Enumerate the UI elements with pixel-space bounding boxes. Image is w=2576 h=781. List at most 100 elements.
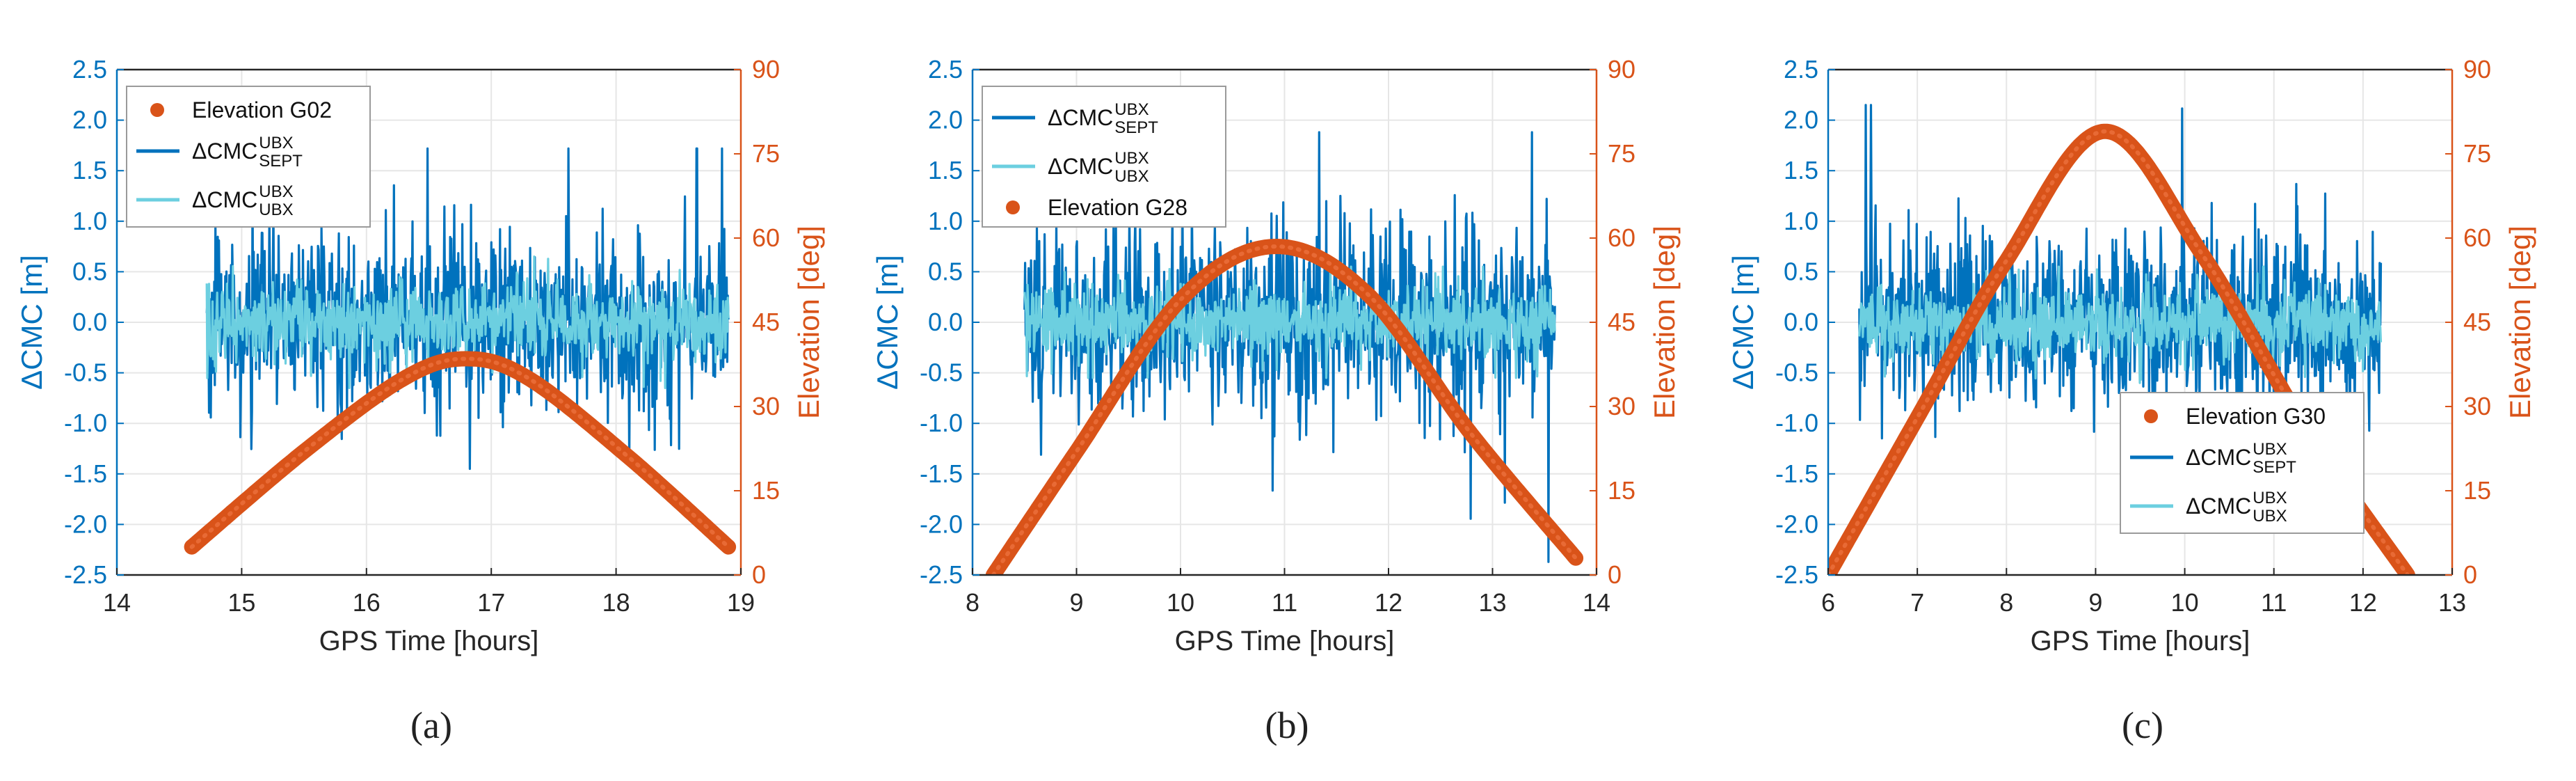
series-group [985,131,1584,575]
y-right-tick-label: 30 [752,392,780,420]
y-left-tick-label: -1.5 [64,459,107,488]
y-left-tick-label: 1.0 [72,207,107,235]
x-tick-label: 6 [1821,588,1835,617]
y-left-tick-label: 0.5 [928,257,963,285]
y-right-tick-label: 15 [752,476,780,505]
y-left-tick-label: -2.0 [64,510,107,538]
legend-label-subscript: UBX [1114,167,1149,186]
y-left-tick-label: -1.0 [1775,409,1818,437]
x-axis-label: GPS Time [hours] [1175,626,1395,656]
legend-label: ΔCMC [1048,154,1113,179]
series-elevation-dots [1828,129,2410,575]
caption-a: (a) [410,704,452,746]
y-axis-label-left: ΔCMC [m] [15,255,48,390]
y-left-tick-label: 1.0 [928,207,963,235]
panel-c: (c) 6 7 8 9 10 11 12 13 -2.5 -2.0 -1.5 -1.0 -0.5 0.0 0… [1727,55,2536,746]
x-axis-label: GPS Time [hours] [319,626,539,656]
x-tick-label: 16 [353,588,381,617]
legend-label-subscript: UBX [2253,507,2287,526]
y-right-tick-label: 15 [1608,476,1635,505]
legend-label: Elevation G02 [192,97,332,123]
y-left-tick-label: 1.5 [72,156,107,184]
y-axis-label-right: Elevation [deg] [1648,226,1681,419]
legend-label-subscript: SEPT [1114,118,1158,137]
y-left-tick-label: 0.0 [72,308,107,336]
y-right-tick-label: 30 [1608,392,1635,420]
y-axis-label-right: Elevation [deg] [792,226,825,419]
y-left-tick-label: 2.0 [1784,106,1818,134]
y-left-tick-label: -1.5 [920,459,963,488]
x-tick-label: 14 [103,588,131,617]
y-left-tick-label: -2.0 [1775,510,1818,538]
y-left-tick-label: -2.5 [64,560,107,589]
series-ubx-line [1858,265,2383,384]
series-sept-line [1023,131,1556,563]
y-left-tick-label: -0.5 [64,358,107,387]
x-tick-label: 13 [1478,588,1506,617]
y-right-tick-label: 75 [752,139,780,168]
y-left-tick-label: 0.0 [928,308,963,336]
y-left-tick-label: 0.5 [72,257,107,285]
y-right-tick-label: 15 [2463,476,2491,505]
legend-label: ΔCMC [192,187,257,212]
x-tick-label: 9 [1069,588,1083,617]
x-tick-label: 15 [227,588,255,617]
y-left-tick-label: -1.0 [64,409,107,437]
legend-elevation-marker [2144,409,2158,423]
caption-b: (b) [1265,704,1309,746]
panel-a: (a) 14 15 16 17 18 19 -2.5 -2.0 -1.5 -1.0 -0.5 0.0 0… [15,55,825,746]
legend-label: Elevation G30 [2186,404,2326,429]
legend-label-superscript: UBX [259,182,293,201]
y-right-tick-label: 30 [2463,392,2491,420]
y-right-tick-label: 90 [752,55,780,84]
series-group [184,147,737,555]
y-left-tick-label: -1.0 [920,409,963,437]
y-left-tick-label: -2.5 [1775,560,1818,589]
legend-label-subscript: SEPT [259,152,303,171]
x-tick-label: 14 [1583,588,1610,617]
y-right-tick-label: 0 [2463,560,2477,589]
x-axis-label: GPS Time [hours] [2031,626,2250,656]
legend-label: Elevation G28 [1048,195,1187,220]
legend-box [126,86,371,228]
x-tick-label: 13 [2438,588,2466,617]
y-right-tick-label: 0 [1608,560,1622,589]
x-tick-label: 8 [1999,588,2013,617]
legend-label: ΔCMC [192,139,257,164]
y-left-tick-label: 0.0 [1784,308,1818,336]
x-tick-label: 11 [1272,588,1297,617]
y-axis-label-right: Elevation [deg] [2504,226,2536,419]
x-tick-label: 10 [1167,588,1194,617]
series-ubx-line [205,255,730,389]
panel-b: (b) 8 9 10 11 12 13 14 -2.5 -2.0 -1.5 -1.0 -0.5 0.0 0… [871,55,1681,746]
legend-box [982,86,1226,228]
y-left-tick-label: -2.5 [920,560,963,589]
y-left-tick-label: -0.5 [920,358,963,387]
series-elevation-line [184,351,737,555]
y-left-tick-label: -2.0 [920,510,963,538]
legend-label-subscript: SEPT [2253,458,2296,477]
y-right-tick-label: 75 [1608,139,1635,168]
legend-label-superscript: UBX [1114,100,1149,119]
x-tick-label: 8 [966,588,979,617]
y-axis-label-left: ΔCMC [m] [871,255,904,390]
y-right-tick-label: 90 [2463,55,2491,84]
legend-label: ΔCMC [1048,105,1113,130]
y-right-tick-label: 60 [752,223,780,252]
legend-label-subscript: UBX [259,200,293,219]
y-left-tick-label: 2.5 [72,55,107,84]
y-left-tick-label: 1.0 [1784,207,1818,235]
x-tick-label: 10 [2171,588,2199,617]
caption-c: (c) [2122,704,2163,746]
y-left-tick-label: 1.5 [928,156,963,184]
y-axis-label-left: ΔCMC [m] [1727,255,1759,390]
y-left-tick-label: 2.0 [72,106,107,134]
y-left-tick-label: 2.0 [928,106,963,134]
legend-label-superscript: UBX [259,134,293,152]
y-right-tick-label: 60 [2463,223,2491,252]
series-ubx-line [1023,265,1556,379]
y-right-tick-label: 45 [752,308,780,336]
x-tick-label: 11 [2261,588,2287,617]
legend-label: ΔCMC [2186,494,2251,519]
